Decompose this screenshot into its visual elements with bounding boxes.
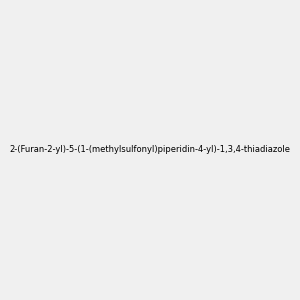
Text: 2-(Furan-2-yl)-5-(1-(methylsulfonyl)piperidin-4-yl)-1,3,4-thiadiazole: 2-(Furan-2-yl)-5-(1-(methylsulfonyl)pipe… bbox=[10, 146, 290, 154]
